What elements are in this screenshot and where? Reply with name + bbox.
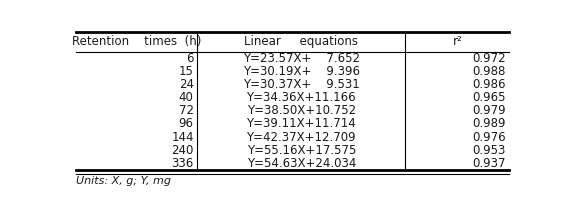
Text: 0.988: 0.988	[473, 65, 506, 78]
Text: 0.972: 0.972	[472, 52, 506, 65]
Text: Y=30.37X+    9.531: Y=30.37X+ 9.531	[243, 78, 360, 91]
Text: Y=39.11X+11.714: Y=39.11X+11.714	[247, 117, 356, 131]
Text: 0.976: 0.976	[472, 131, 506, 144]
Text: Y=54.63X+24.034: Y=54.63X+24.034	[247, 157, 356, 170]
Text: 0.953: 0.953	[473, 144, 506, 157]
Text: 0.979: 0.979	[472, 104, 506, 117]
Text: Y=30.19X+    9.396: Y=30.19X+ 9.396	[243, 65, 360, 78]
Text: 72: 72	[179, 104, 194, 117]
Text: 336: 336	[171, 157, 194, 170]
Text: Y=38.50X+10.752: Y=38.50X+10.752	[247, 104, 356, 117]
Text: 0.986: 0.986	[472, 78, 506, 91]
Text: Linear     equations: Linear equations	[244, 35, 359, 49]
Text: 40: 40	[179, 91, 194, 104]
Text: Y=34.36X+11.166: Y=34.36X+11.166	[247, 91, 356, 104]
Text: 0.965: 0.965	[472, 91, 506, 104]
Text: Units: X, g; Y, mg: Units: X, g; Y, mg	[76, 176, 171, 186]
Text: Y=42.37X+12.709: Y=42.37X+12.709	[247, 131, 356, 144]
Text: 0.937: 0.937	[472, 157, 506, 170]
Text: Y=55.16X+17.575: Y=55.16X+17.575	[247, 144, 356, 157]
Text: 240: 240	[171, 144, 194, 157]
Text: 0.989: 0.989	[472, 117, 506, 131]
Text: Retention    times  (h): Retention times (h)	[72, 35, 201, 49]
Text: r²: r²	[453, 35, 463, 49]
Text: 15: 15	[179, 65, 194, 78]
Text: 96: 96	[179, 117, 194, 131]
Text: 24: 24	[179, 78, 194, 91]
Text: Y=23.57X+    7.652: Y=23.57X+ 7.652	[243, 52, 360, 65]
Text: 144: 144	[171, 131, 194, 144]
Text: 6: 6	[186, 52, 194, 65]
